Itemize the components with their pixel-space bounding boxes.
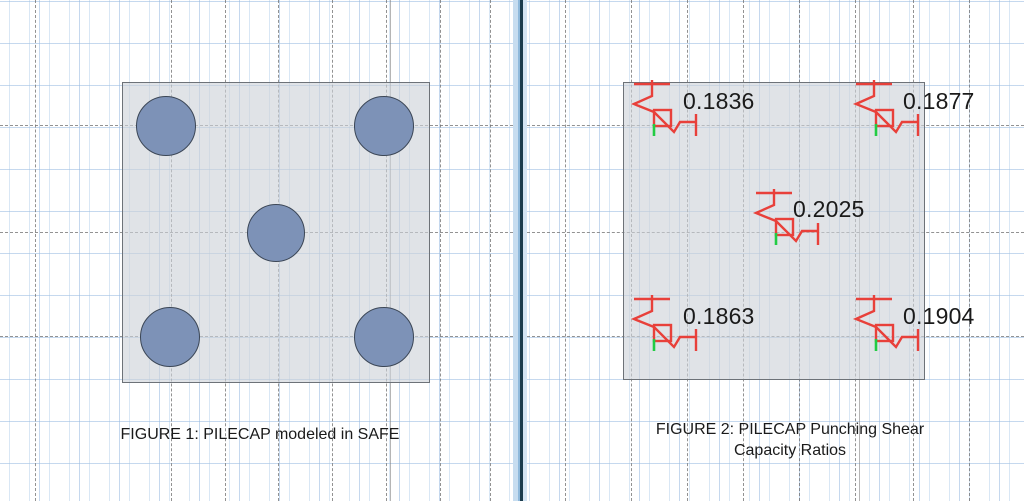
ratio-label-center: 0.2025 xyxy=(793,196,865,222)
figure-2-panel: 0.1836 0.1877 0.2025 xyxy=(527,0,1024,501)
divider-core-line xyxy=(520,0,523,501)
ratio-label-bottom-right: 0.1904 xyxy=(903,303,975,329)
guide-vline xyxy=(490,0,491,501)
pile-top-right xyxy=(354,96,414,156)
punching-shear-marker-center xyxy=(750,183,824,247)
ratio-label-top-left: 0.1836 xyxy=(683,88,755,114)
pile-center xyxy=(247,204,305,262)
figure-2-caption: FIGURE 2: PILECAP Punching Shear Capacit… xyxy=(655,421,925,459)
divider-band-inner xyxy=(518,0,520,501)
guide-vline xyxy=(565,0,566,501)
divider-band-right xyxy=(523,0,527,501)
figure-1-panel: FIGURE 1: PILECAP modeled in SAFE xyxy=(0,0,513,501)
figure-1-caption: FIGURE 1: PILECAP modeled in SAFE xyxy=(120,426,400,443)
punching-shear-marker-bottom-left xyxy=(628,289,702,353)
ratio-label-bottom-left: 0.1863 xyxy=(683,303,755,329)
punching-shear-marker-top-left xyxy=(628,74,702,138)
ratio-label-top-right: 0.1877 xyxy=(903,88,975,114)
pile-bottom-left xyxy=(140,307,200,367)
punching-shear-marker-top-right xyxy=(850,74,924,138)
divider-band-left xyxy=(513,0,518,501)
punching-shear-marker-bottom-right xyxy=(850,289,924,353)
pile-bottom-right xyxy=(354,307,414,367)
panel-divider xyxy=(513,0,527,501)
guide-vline xyxy=(35,0,36,501)
pile-top-left xyxy=(136,96,196,156)
